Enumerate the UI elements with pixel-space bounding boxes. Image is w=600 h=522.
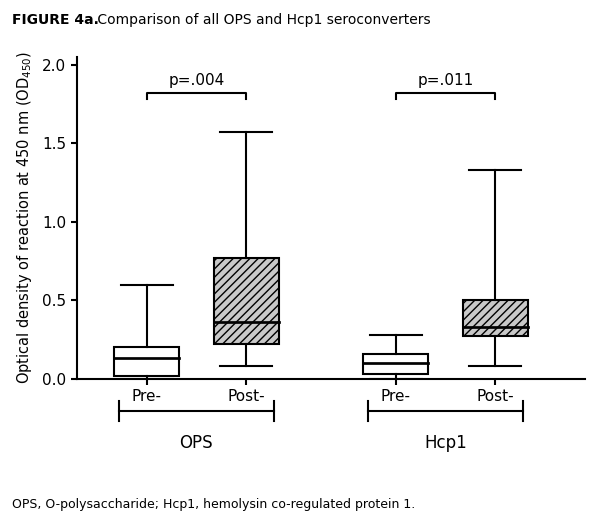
Text: Hcp1: Hcp1 <box>424 434 467 452</box>
Y-axis label: Optical density of reaction at 450 nm (OD$_{450}$): Optical density of reaction at 450 nm (O… <box>15 51 34 384</box>
Text: p=.004: p=.004 <box>169 73 224 88</box>
Bar <box>214 258 278 345</box>
Text: OPS, O-polysaccharide; Hcp1, hemolysin co-regulated protein 1.: OPS, O-polysaccharide; Hcp1, hemolysin c… <box>12 497 415 511</box>
Text: p=.011: p=.011 <box>418 73 473 88</box>
Text: OPS: OPS <box>179 434 213 452</box>
Bar <box>114 348 179 376</box>
Bar <box>364 354 428 374</box>
Text: FIGURE 4a.: FIGURE 4a. <box>12 13 99 27</box>
Bar <box>463 300 528 337</box>
Text: Comparison of all OPS and Hcp1 seroconverters: Comparison of all OPS and Hcp1 seroconve… <box>93 13 431 27</box>
